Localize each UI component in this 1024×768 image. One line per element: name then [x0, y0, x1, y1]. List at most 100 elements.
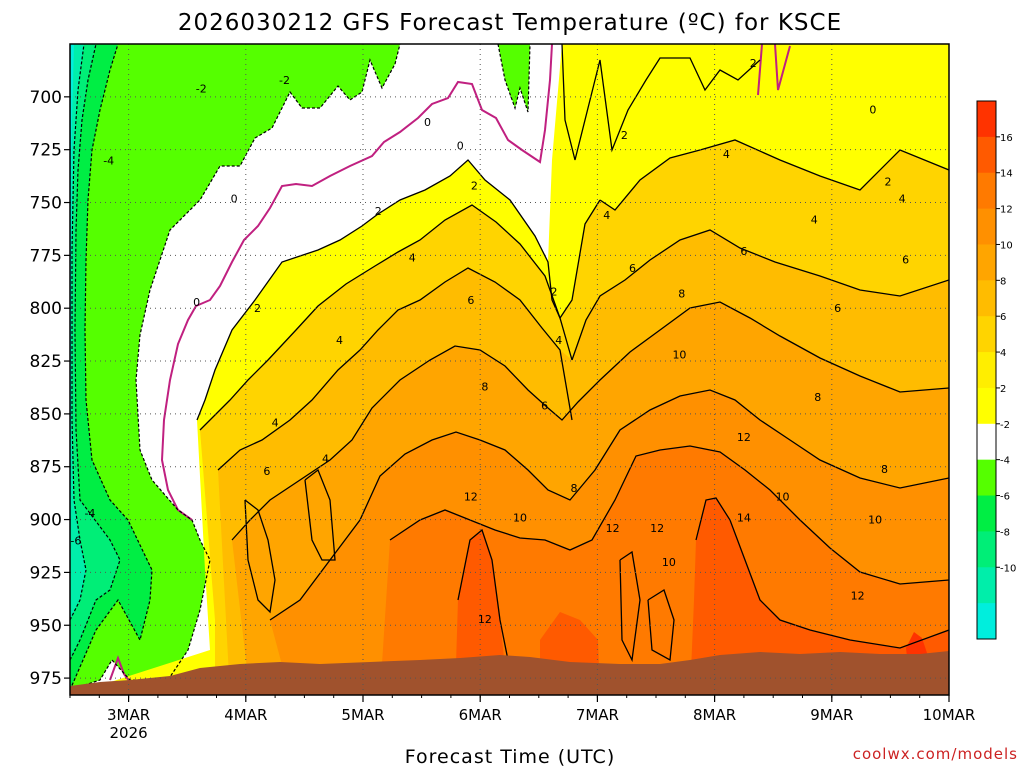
colorbar-swatch [977, 172, 996, 210]
contour-label: 4 [336, 334, 343, 347]
y-tick-label: 700 [30, 88, 62, 108]
colorbar-swatch [977, 352, 996, 389]
contour-label: 2 [254, 302, 261, 315]
x-tick-label: 6MAR [459, 706, 502, 724]
colorbar-swatch [977, 603, 996, 640]
contour-label: 4 [811, 213, 818, 226]
chart-title: 2026030212 GFS Forecast Temperature (ºC)… [178, 10, 842, 36]
contour-label: 2 [551, 285, 558, 298]
contour-label: 2 [885, 175, 892, 188]
colorbar-swatch [977, 244, 996, 281]
colorbar-swatch [977, 387, 996, 425]
contour-label: 0 [869, 104, 876, 117]
x-tick-label: 3MAR [107, 706, 150, 724]
y-tick-label: 925 [30, 563, 62, 583]
colorbar-label: -6 [1000, 492, 1010, 503]
colorbar-label: 2 [1000, 384, 1006, 395]
band-green-cold [70, 44, 530, 690]
contour-label: 2 [471, 180, 478, 193]
contour-label: 4 [603, 209, 610, 222]
grid-lines [70, 44, 949, 695]
y-tick-label: 825 [30, 352, 62, 372]
y-tick-label: 875 [30, 458, 62, 478]
y-tick-label: 800 [30, 299, 62, 319]
contour-label: 12 [851, 590, 865, 603]
colorbar-swatch [977, 136, 996, 174]
contour-label: 4 [409, 251, 416, 264]
contour-label: 0 [193, 296, 200, 309]
y-tick-label: 750 [30, 194, 62, 214]
x-tick-label: 5MAR [341, 706, 384, 724]
contour-label: 12 [478, 613, 492, 626]
contour-label: 6 [629, 262, 636, 275]
contour-label: 2 [375, 205, 382, 218]
contour-zero-line [109, 655, 131, 683]
contour-label: 8 [570, 482, 577, 495]
contour-label: 0 [231, 192, 238, 205]
contour-label: 4 [723, 148, 730, 161]
colorbar-label: 8 [1000, 276, 1006, 287]
y-tick-label: 900 [30, 511, 62, 531]
y-axis: 700 725 750 775 800 825 850 875 900 925 950 975 [30, 88, 70, 689]
contour-label: 12 [464, 490, 478, 503]
contour-label: 4 [322, 452, 329, 465]
credit-text: coolwx.com/models [853, 745, 1018, 763]
contour-label: 6 [902, 254, 909, 267]
contour-label: -2 [279, 74, 290, 87]
contour-label: 6 [834, 302, 841, 315]
x-tick-sublabel: 2026 [110, 724, 148, 742]
contour-label: 12 [606, 522, 620, 535]
contour-label: -4 [84, 507, 95, 520]
contour-label: -2 [196, 82, 207, 95]
colorbar-label: 6 [1000, 312, 1006, 323]
negative-isotherm-lines [70, 44, 531, 691]
contour-label: 6 [263, 465, 270, 478]
contour-label: 2 [621, 129, 628, 142]
colorbar-label: 10 [1000, 240, 1013, 251]
colorbar-label: -8 [1000, 527, 1010, 538]
contour-label: 12 [737, 431, 751, 444]
x-tick-label: 10MAR [923, 706, 976, 724]
colorbar-label: -4 [1000, 456, 1010, 467]
contour-label: 6 [467, 294, 474, 307]
contour-label: 6 [740, 245, 747, 258]
y-tick-label: 950 [30, 616, 62, 636]
colorbar-swatch [977, 567, 996, 604]
contour-label: 4 [272, 416, 279, 429]
colorbar-swatch [977, 531, 996, 568]
contour-zero-line-main [160, 44, 553, 521]
contour-label: 8 [678, 287, 685, 300]
y-tick-label: 975 [30, 669, 62, 689]
terrain-fill [70, 651, 949, 695]
contour-label: -4 [103, 154, 114, 167]
x-tick-label: 8MAR [693, 706, 736, 724]
colorbar-swatch [977, 423, 996, 461]
y-tick-label: 850 [30, 405, 62, 425]
contour-label: 10 [776, 490, 790, 503]
contour-label: 4 [555, 334, 562, 347]
colorbar-swatch [977, 459, 996, 497]
contour-zero-line-right2 [774, 44, 791, 91]
band-green-minus10 [70, 44, 74, 560]
contour-label: -6 [70, 535, 81, 548]
colorbar-label: 12 [1000, 205, 1013, 216]
contour-label: 14 [737, 511, 751, 524]
colorbar-label: 16 [1000, 133, 1013, 144]
contour-label: 8 [881, 463, 888, 476]
isotherm-lines [196, 44, 949, 663]
colorbar-swatch [977, 280, 996, 317]
contour-label: 8 [814, 391, 821, 404]
contour-label: 2 [750, 57, 757, 70]
colorbar-label: -10 [1000, 563, 1016, 574]
x-tick-label: 7MAR [576, 706, 619, 724]
y-tick-label: 725 [30, 141, 62, 161]
colorbar-swatch [977, 495, 996, 532]
colorbar-frame [976, 100, 997, 640]
x-tick-label: 9MAR [810, 706, 853, 724]
contour-label: 10 [868, 514, 882, 527]
contour-label: 4 [899, 192, 906, 205]
